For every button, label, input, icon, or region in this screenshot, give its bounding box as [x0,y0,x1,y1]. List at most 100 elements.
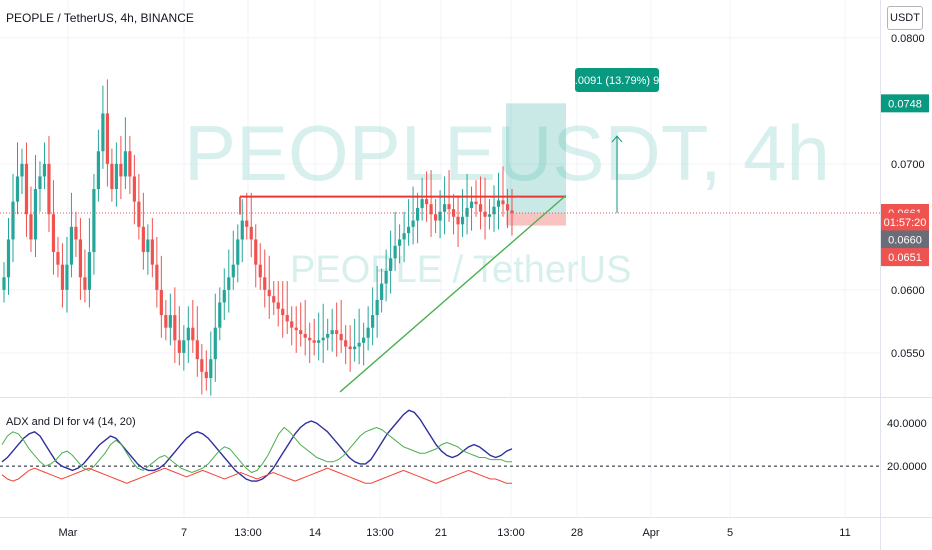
candle-body [173,315,177,341]
candle-body [321,337,325,341]
time-tick-label: 11 [839,527,850,539]
time-tick-label: 13:00 [234,527,262,539]
candle-body [389,258,393,271]
price-tag [881,94,929,113]
candle-body [294,327,298,331]
candle-body [344,340,348,347]
candle-body [312,340,316,343]
candle-body [380,283,384,300]
candle-body [339,333,343,341]
time-tick-label: 14 [309,527,321,539]
candle-body [465,207,469,217]
price-tag-label: 0.0660 [888,234,922,246]
watermark-name: PEOPLE / TetherUS [290,249,631,291]
candle-body [236,239,240,265]
candle-body [375,299,379,316]
candle-body [357,342,361,347]
candle-body [353,346,357,350]
candle-body [128,151,132,177]
candle-body [267,289,271,297]
candle-body [420,199,424,208]
candle-body [137,201,141,227]
time-tick-label: Apr [642,527,659,539]
candle-body [209,359,213,379]
candle-body [38,176,42,190]
candle-body [501,200,505,205]
candle-body [447,204,451,210]
candle-body [442,204,447,212]
price-tick-label: 0.0600 [891,285,925,297]
candle-body [182,340,186,353]
candle-body [24,163,29,215]
ascending-trendline [339,194,567,393]
candle-body [146,239,150,253]
drawings[interactable]: 0.0091 (13.79%) 91 [0,68,880,393]
candle-body [29,214,33,240]
candle-body [227,277,231,290]
series-line-adx [1,409,513,482]
time-tick-label: 5 [727,527,733,539]
time-tick-label: 13:00 [497,527,525,539]
candle-body [200,359,204,372]
candle-body [191,327,195,341]
candle-body [429,204,433,215]
candle-body [371,315,375,328]
price-tag [881,212,929,231]
candle-body [240,220,244,240]
candle-body [330,330,334,334]
candle-body [487,214,492,217]
candle-body [393,245,397,259]
watermark: PEOPLEUSDT, 4h PEOPLE / TetherUS [184,109,830,291]
candle-body [155,264,159,290]
candle-body [308,337,312,341]
time-tick-label: 7 [181,527,187,539]
indicator-tick-label: 40.0000 [887,418,927,430]
candle-body [69,226,74,265]
time-axis[interactable]: Mar 7 13:00 14 13:00 21 13:00 28 Apr 5 11 [59,527,851,539]
candle-body [317,340,321,343]
candle-body [123,151,127,177]
candle-body [132,176,136,202]
candle-body [177,340,181,353]
candle-body [407,226,411,234]
long-position-tool[interactable] [506,103,566,226]
candlestick-series [2,79,514,396]
candle-body [424,199,429,205]
projection-label: 0.0091 (13.79%) 91 [569,68,666,92]
candle-body [469,201,474,208]
price-tick-label: 0.0800 [891,33,925,45]
candle-body [299,330,303,334]
candle-body [290,321,294,328]
currency-selector[interactable]: USDT [887,6,923,30]
candle-body [101,113,105,152]
candle-body [168,315,172,328]
candle-body [87,252,92,290]
projection-label-bg [575,68,659,92]
candle-body [402,233,406,240]
candle-body [474,201,478,205]
price-axis[interactable]: 0.08000.07000.06000.05500.07480.066101:5… [881,33,929,473]
candle-body [92,189,96,253]
candle-body [415,207,420,221]
candle-body [245,220,249,227]
candle-body [222,289,226,303]
adx-indicator-pane [0,409,880,484]
price-tag-label: 01:57:20 [884,217,927,229]
candle-body [281,308,285,316]
candle-body [56,252,60,265]
candle-body [96,151,101,190]
candle-body [110,163,114,190]
candle-body [258,264,262,278]
candle-body [186,327,190,341]
price-tag [881,248,929,267]
candle-body [2,277,6,290]
candle-body [78,239,83,278]
candle-body [6,239,11,278]
candle-body [276,302,280,309]
candle-body [510,210,514,213]
indicator-tick-label: 20.0000 [887,461,927,473]
candle-body [218,302,222,328]
candle-body [65,264,69,290]
projection-label-text: 0.0091 (13.79%) 91 [569,75,666,87]
